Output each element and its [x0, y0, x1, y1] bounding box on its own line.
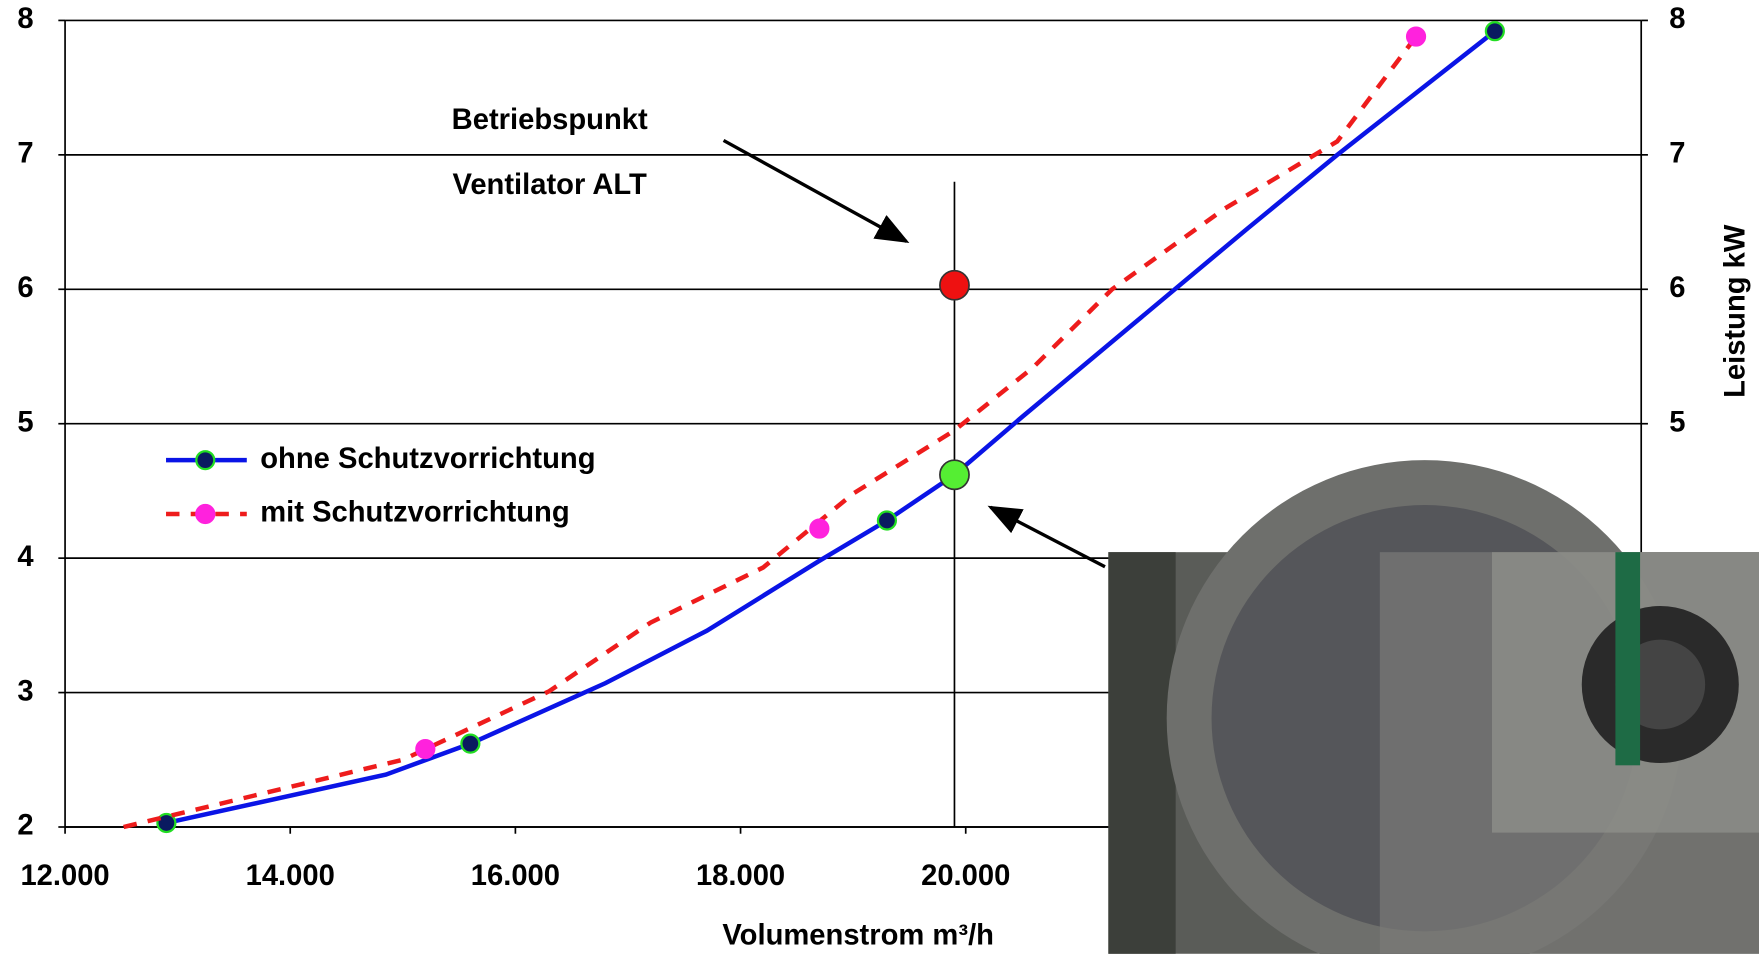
y2-tick-label: 5: [1669, 406, 1685, 438]
x-tick-label: 20.000: [921, 860, 1010, 892]
marker: [461, 735, 479, 753]
annotation: Ventilator ALT: [452, 169, 647, 201]
chart: Betriebspunkt Ventilator ALT Volumenstro…: [0, 0, 1759, 954]
y-tick-label: 6: [17, 272, 33, 304]
marker: [416, 740, 434, 758]
operating-point: [940, 271, 969, 300]
x-tick-label: 14.000: [246, 860, 335, 892]
marker: [1486, 22, 1504, 40]
y-tick-label: 3: [17, 675, 33, 707]
y-tick-label: 8: [17, 3, 33, 35]
photo: [1108, 460, 1759, 954]
legend-marker: [196, 451, 214, 469]
legend-label: ohne Schutzvorrichtung: [260, 443, 595, 475]
y-tick-label: 5: [17, 406, 33, 438]
x-tick-label: 18.000: [696, 860, 785, 892]
y2-tick-label: 6: [1669, 272, 1685, 304]
marker: [878, 512, 896, 530]
x-tick-label: 16.000: [471, 860, 560, 892]
annotation: Betriebspunkt: [452, 104, 648, 136]
y-tick-label: 7: [17, 138, 33, 170]
y-tick-label: 4: [17, 541, 34, 573]
marker: [810, 520, 828, 538]
y2-axis-label: Leistung kW: [1719, 224, 1751, 398]
marker: [1407, 28, 1425, 46]
legend-label: mit Schutzvorrichtung: [260, 497, 569, 529]
y2-tick-label: 8: [1669, 3, 1685, 35]
legend-marker: [196, 505, 214, 523]
x-axis-label: Volumenstrom m³/h: [722, 920, 994, 952]
y-tick-label: 2: [17, 810, 33, 842]
y2-tick-label: 7: [1669, 138, 1685, 170]
operating-point: [940, 460, 969, 489]
x-tick-label: 12.000: [20, 860, 109, 892]
